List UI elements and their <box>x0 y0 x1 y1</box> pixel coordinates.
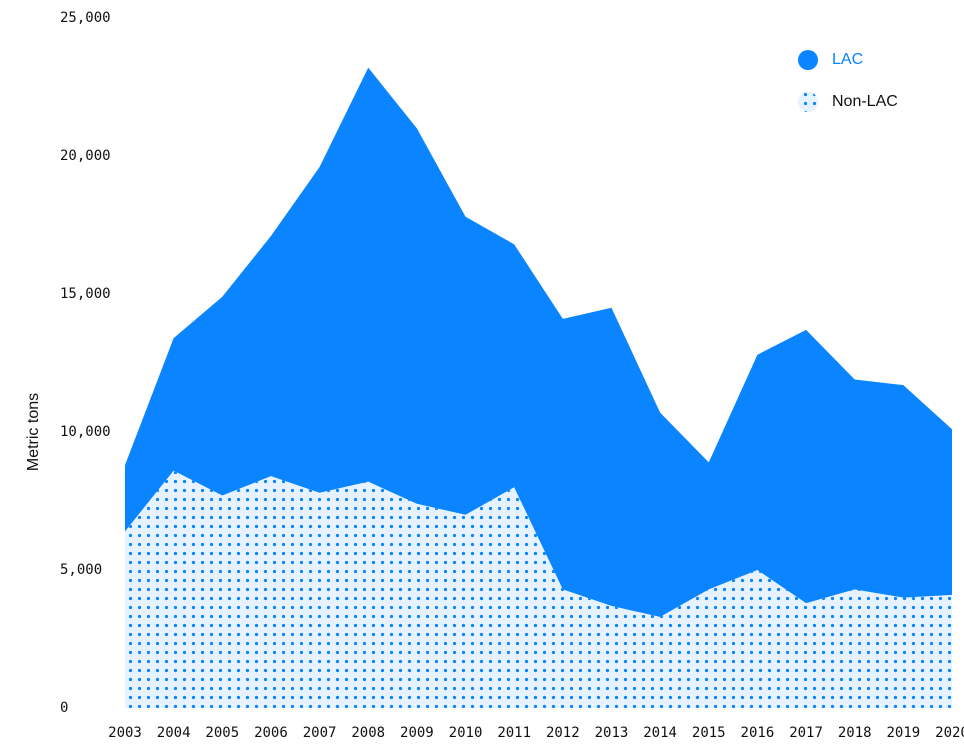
x-tick-label: 2014 <box>643 725 677 741</box>
legend-label: LAC <box>832 51 863 68</box>
x-tick-label: 2009 <box>400 725 434 741</box>
x-tick-label: 2015 <box>692 725 726 741</box>
x-tick-label: 2006 <box>254 725 288 741</box>
x-tick-label: 2012 <box>546 725 580 741</box>
x-tick-label: 2018 <box>838 725 872 741</box>
x-tick-label: 2004 <box>157 725 191 741</box>
area <box>125 67 952 617</box>
y-axis-label: Metric tons <box>25 393 42 471</box>
y-tick-label: 0 <box>60 700 68 716</box>
x-tick-label: 2020 <box>935 725 964 741</box>
legend-swatch <box>798 50 818 70</box>
x-tick-label: 2011 <box>497 725 531 741</box>
x-tick-label: 2003 <box>108 725 142 741</box>
legend-label: Non-LAC <box>832 93 898 110</box>
y-tick-label: 25,000 <box>60 10 111 26</box>
x-tick-label: 2005 <box>205 725 239 741</box>
y-tick-label: 20,000 <box>60 148 111 164</box>
x-tick-label: 2017 <box>789 725 823 741</box>
x-tick-label: 2013 <box>595 725 629 741</box>
area <box>125 470 952 708</box>
y-tick-label: 15,000 <box>60 286 111 302</box>
x-tick-label: 2010 <box>449 725 483 741</box>
legend-swatch <box>798 92 818 112</box>
x-tick-label: 2019 <box>886 725 920 741</box>
x-tick-label: 2016 <box>741 725 775 741</box>
x-tick-label: 2007 <box>303 725 337 741</box>
x-tick-label: 2008 <box>351 725 385 741</box>
y-tick-label: 10,000 <box>60 424 111 440</box>
y-tick-label: 5,000 <box>60 562 102 578</box>
